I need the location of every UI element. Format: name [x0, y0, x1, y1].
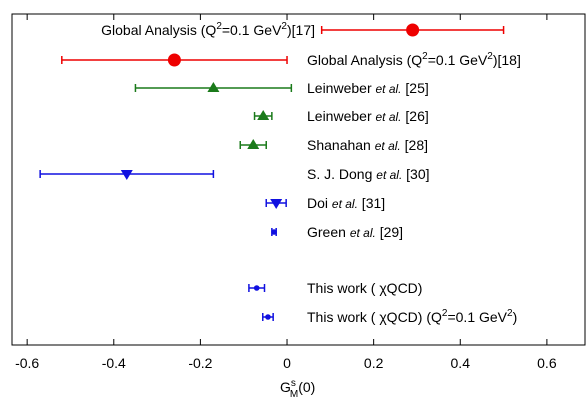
- label-segment: [29]: [376, 224, 403, 240]
- label-segment: Shanahan: [307, 137, 375, 153]
- label-segment: M: [290, 389, 298, 400]
- item-label: Leinweber et al. [26]: [307, 108, 429, 124]
- label-segment: et al.: [375, 139, 401, 153]
- label-segment: Doi: [307, 195, 332, 211]
- x-axis-title: Gs M(0): [280, 378, 315, 400]
- marker: [270, 199, 283, 209]
- label-segment: )[18]: [493, 52, 521, 68]
- x-tick-label: -0.2: [188, 355, 212, 371]
- label-segment: This work ( χQCD): [307, 280, 422, 296]
- label-segment: Leinweber: [307, 80, 376, 96]
- item-label: Global Analysis (Q2=0.1 GeV2)[17]: [101, 21, 315, 38]
- item-label: Global Analysis (Q2=0.1 GeV2)[18]: [307, 51, 521, 68]
- label-segment: This work ( χQCD) (Q: [307, 309, 442, 325]
- label-segment: =0.1 GeV: [447, 309, 507, 325]
- label-segment: ): [513, 309, 518, 325]
- item-label: Shanahan et al. [28]: [307, 137, 428, 153]
- marker: [406, 23, 420, 37]
- label-segment: 2: [422, 51, 428, 62]
- label-segment: Green: [307, 224, 350, 240]
- marker: [257, 110, 270, 120]
- label-segment: Global Analysis (Q: [101, 22, 216, 38]
- label-segment: [30]: [402, 166, 429, 182]
- marker: [167, 53, 181, 67]
- marker: [207, 82, 220, 92]
- marker: [271, 229, 277, 235]
- x-tick-label: -0.6: [15, 355, 39, 371]
- x-tick-label: -0.4: [102, 355, 126, 371]
- label-segment: 2: [281, 21, 287, 32]
- plot-frame: [11, 13, 586, 346]
- x-tick-label: 0.2: [364, 355, 384, 371]
- item-label: Green et al. [29]: [307, 224, 403, 240]
- label-segment: S. J. Dong: [307, 166, 376, 182]
- item-label: This work ( χQCD): [307, 280, 422, 296]
- x-tick-label: 0.6: [537, 355, 557, 371]
- label-segment: =0.1 GeV: [428, 52, 488, 68]
- item-label: S. J. Dong et al. [30]: [307, 166, 430, 182]
- label-segment: et al.: [376, 110, 402, 124]
- label-segment: [31]: [358, 195, 385, 211]
- label-segment: et al.: [350, 226, 376, 240]
- label-segment: s: [291, 378, 296, 389]
- label-segment: 2: [442, 308, 448, 319]
- label-segment: [26]: [402, 108, 429, 124]
- x-tick-label: 0: [283, 355, 291, 371]
- marker: [253, 285, 260, 291]
- item-label: This work ( χQCD) (Q2=0.1 GeV2): [307, 308, 517, 325]
- label-segment: =0.1 GeV: [222, 22, 282, 38]
- label-segment: )[17]: [287, 22, 315, 38]
- label-segment: 2: [216, 21, 222, 32]
- label-segment: Leinweber: [307, 108, 376, 124]
- marker: [265, 314, 271, 320]
- item-label: Leinweber et al. [25]: [307, 80, 429, 96]
- label-segment: (0): [298, 379, 315, 395]
- label-segment: Global Analysis (Q: [307, 52, 422, 68]
- item-label: Doi et al. [31]: [307, 195, 385, 211]
- label-segment: G: [280, 379, 291, 395]
- marker: [247, 139, 260, 149]
- label-segment: 2: [487, 51, 493, 62]
- marker: [120, 170, 133, 180]
- label-segment: 2: [507, 308, 513, 319]
- label-segment: et al.: [376, 82, 402, 96]
- label-segment: [25]: [402, 80, 429, 96]
- label-segment: et al.: [376, 168, 402, 182]
- label-segment: [28]: [401, 137, 428, 153]
- x-tick-label: 0.4: [451, 355, 471, 371]
- label-segment: et al.: [332, 197, 358, 211]
